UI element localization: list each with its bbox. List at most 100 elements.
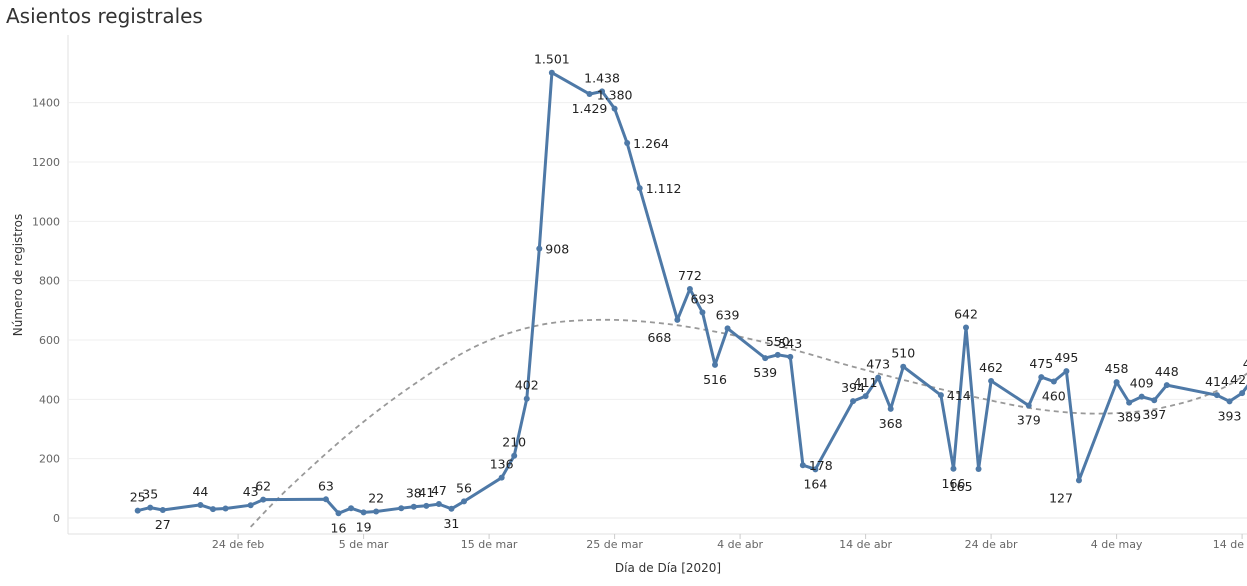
data-label: 22 <box>368 490 384 505</box>
data-point <box>197 501 204 508</box>
data-point <box>548 69 555 76</box>
data-point <box>787 353 794 360</box>
data-label: 414 <box>1205 374 1229 389</box>
x-tick-label: 4 de abr <box>717 538 763 551</box>
data-label: 495 <box>1054 350 1078 365</box>
trend-line-layer <box>250 318 1247 528</box>
data-point <box>724 325 731 332</box>
data-point <box>850 398 857 405</box>
data-point <box>963 324 969 331</box>
data-label: 411 <box>854 375 878 390</box>
data-label: 460 <box>1042 389 1066 404</box>
data-label: 56 <box>456 480 472 495</box>
data-point <box>1075 477 1082 484</box>
data-label: 510 <box>891 346 915 361</box>
data-point <box>210 506 216 513</box>
data-point <box>1138 393 1145 400</box>
data-label: 668 <box>647 330 671 345</box>
data-point <box>875 374 882 381</box>
x-tick-label: 4 de may <box>1091 538 1143 551</box>
data-point <box>762 355 769 362</box>
data-label: 1.112 <box>646 181 682 196</box>
data-point <box>1113 379 1120 386</box>
gridlines <box>67 35 1247 535</box>
data-point <box>686 285 693 292</box>
data-label: 389 <box>1117 410 1141 425</box>
data-point <box>1025 402 1032 409</box>
data-point <box>624 140 631 147</box>
data-label: 63 <box>318 478 334 493</box>
y-tick-label: 400 <box>39 393 60 406</box>
data-label: 394 <box>841 380 865 395</box>
data-point <box>712 361 718 368</box>
x-tick-label: 5 de mar <box>339 538 389 551</box>
data-point <box>975 466 982 473</box>
data-point <box>511 452 518 459</box>
data-label: 165 <box>949 479 973 494</box>
y-axis: 0 200 400 600 800 1000 1200 1400 <box>32 97 60 525</box>
data-label: 414 <box>947 388 971 403</box>
data-point <box>674 316 681 323</box>
y-axis-title: Número de registros <box>11 214 25 337</box>
data-point <box>611 105 618 112</box>
data-point <box>360 509 367 516</box>
data-point <box>536 245 543 252</box>
trend-line <box>250 318 1247 528</box>
data-label: 164 <box>803 476 827 491</box>
data-label: 25 <box>130 490 146 505</box>
data-point <box>247 502 254 509</box>
data-point <box>461 498 467 505</box>
data-label: 41 <box>418 485 434 500</box>
data-point <box>636 185 643 192</box>
y-tick-label: 1000 <box>32 215 60 228</box>
data-label: 1.429 <box>572 101 608 116</box>
data-label: 473 <box>866 357 890 372</box>
data-label: 409 <box>1130 376 1154 391</box>
data-label: 1.501 <box>534 52 570 67</box>
data-label: 166 <box>942 476 966 491</box>
y-tick-label: 600 <box>39 334 60 347</box>
x-axis: 24 de feb 5 de mar 15 de mar 25 de mar 4 de … <box>212 534 1247 551</box>
data-point <box>222 505 229 512</box>
data-point <box>448 505 455 512</box>
data-label: 642 <box>954 307 978 322</box>
series-line <box>136 71 1247 515</box>
data-label: 539 <box>753 365 777 380</box>
data-point <box>523 395 530 402</box>
data-point <box>1126 399 1133 406</box>
y-tick-label: 0 <box>53 512 60 525</box>
data-label: 397 <box>1142 407 1166 422</box>
data-point <box>599 88 606 95</box>
data-point <box>498 474 505 481</box>
x-tick-label: 14 de abr <box>839 538 892 551</box>
data-label: 458 <box>1105 361 1129 376</box>
data-point <box>348 505 355 512</box>
data-point <box>335 510 342 517</box>
data-point <box>1163 382 1170 389</box>
data-label: 1.438 <box>584 70 620 85</box>
data-label: 1.380 <box>597 88 633 103</box>
data-label: 475 <box>1029 356 1053 371</box>
data-label: 379 <box>1017 413 1041 428</box>
data-label: 38 <box>406 486 422 501</box>
data-point <box>322 496 329 503</box>
data-point <box>887 405 894 412</box>
data-label: 31 <box>443 516 459 531</box>
data-point <box>423 502 430 509</box>
data-label: 693 <box>691 291 715 306</box>
data-point <box>1050 378 1057 385</box>
data-point <box>699 309 706 316</box>
x-tick-label: 24 de feb <box>212 538 264 551</box>
data-label: 27 <box>155 517 171 532</box>
data-point <box>950 465 957 472</box>
data-point <box>774 351 781 358</box>
data-point <box>398 505 405 512</box>
y-tick-label: 1400 <box>32 97 60 110</box>
data-point <box>147 504 154 511</box>
data-label: 136 <box>490 457 514 472</box>
data-point <box>134 507 141 514</box>
data-label: 448 <box>1155 364 1179 379</box>
x-tick-label: 24 de abr <box>965 538 1018 551</box>
data-label: 393 <box>1218 408 1242 423</box>
